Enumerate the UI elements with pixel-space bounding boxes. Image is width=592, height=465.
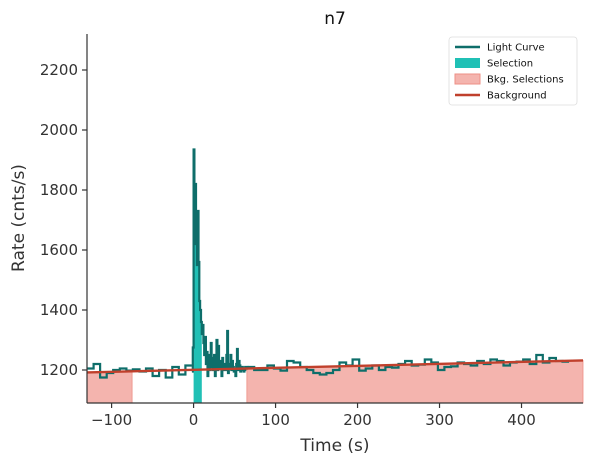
- background-line: [86, 359, 584, 374]
- y-axis-label: Rate (cnts/s): [9, 164, 29, 272]
- x-tick-label: 300: [425, 411, 454, 429]
- axes: [86, 34, 583, 404]
- legend-label: Bkg. Selections: [487, 75, 564, 86]
- legend-frame: [448, 36, 578, 106]
- y-tick-label: 1600: [40, 241, 78, 259]
- x-tick-label: 200: [343, 411, 372, 429]
- y-ticks: 1200 1400 1600 1800 2000 2200: [40, 61, 87, 379]
- x-tick-label: 100: [261, 411, 290, 429]
- chart-title: n7: [324, 9, 346, 29]
- x-tick-label: −100: [91, 411, 132, 429]
- x-tick-label: 400: [507, 411, 536, 429]
- plot-area: [86, 148, 584, 404]
- x-axis-label: Time (s): [299, 436, 369, 456]
- x-ticks: −100 0 100 200 300 400: [91, 403, 536, 429]
- legend-label: Selection: [487, 59, 533, 70]
- y-tick-label: 1400: [40, 301, 78, 319]
- y-tick-label: 1200: [40, 361, 78, 379]
- legend-swatch-patch: [454, 73, 481, 85]
- x-tick-label: 0: [189, 411, 199, 429]
- bkg-selection-0: [86, 370, 133, 404]
- legend-swatch-patch: [455, 58, 480, 68]
- legend-items: Light Curve Selection Bkg. Selections Backg…: [454, 43, 564, 102]
- y-tick-label: 2000: [40, 121, 78, 139]
- y-tick-label: 1800: [40, 181, 78, 199]
- legend-label: Background: [487, 91, 547, 102]
- legend: Light Curve Selection Bkg. Selections Backg…: [448, 36, 578, 106]
- y-tick-label: 2200: [40, 61, 78, 79]
- legend-label: Light Curve: [487, 43, 545, 54]
